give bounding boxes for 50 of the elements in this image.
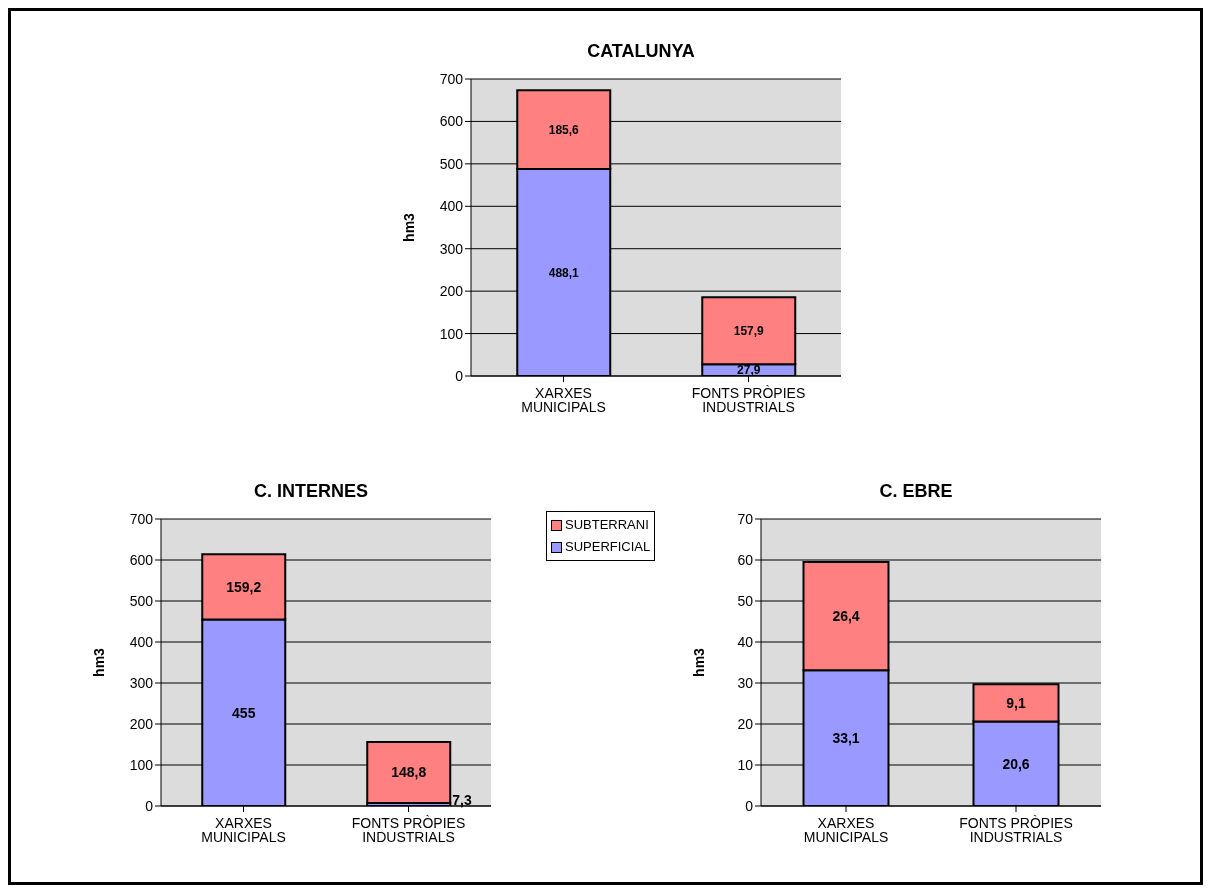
x-tick-label: XARXES MUNICIPALS <box>521 384 606 415</box>
x-tick-label: FONTS PRÒPIES INDUSTRIALS <box>691 384 806 415</box>
x-tick-label: XARXES MUNICIPALS <box>803 814 889 845</box>
chart-title: C. EBRE <box>878 481 954 503</box>
data-label: 148,8 <box>391 764 427 781</box>
y-tick-label: 500 <box>439 155 464 172</box>
y-tick-label: 400 <box>129 633 154 650</box>
y-tick-label: 200 <box>439 283 464 300</box>
data-label: 157,9 <box>733 323 765 338</box>
data-label: 488,1 <box>548 265 580 280</box>
data-label: 455 <box>232 704 256 721</box>
y-tick-label: 300 <box>439 240 464 257</box>
y-tick-label: 0 <box>455 367 464 384</box>
y-tick-label: 600 <box>439 113 464 130</box>
y-tick-label: 100 <box>439 325 464 342</box>
chart-title: CATALUNYA <box>586 41 696 63</box>
y-tick-label: 60 <box>737 551 754 568</box>
y-tick-label: 700 <box>129 510 154 527</box>
x-tick-label: FONTS PRÒPIES INDUSTRIALS <box>351 814 466 845</box>
data-label: 9,1 <box>1006 694 1026 711</box>
y-axis-title: hm3 <box>90 647 107 677</box>
y-tick-label: 0 <box>145 797 154 814</box>
y-tick-label: 600 <box>129 551 154 568</box>
data-label: 7,3 <box>452 791 472 808</box>
legend-label: SUPERFICIAL <box>565 538 651 556</box>
data-label: 26,4 <box>832 608 860 625</box>
y-tick-label: 100 <box>129 756 154 773</box>
legend-label: SUBTERRANI <box>565 516 649 534</box>
y-tick-label: 0 <box>745 797 754 814</box>
y-tick-label: 300 <box>129 674 154 691</box>
y-tick-label: 500 <box>129 592 154 609</box>
y-tick-label: 70 <box>737 510 754 527</box>
y-tick-label: 700 <box>439 70 464 87</box>
y-tick-label: 400 <box>439 198 464 215</box>
y-tick-label: 30 <box>737 674 754 691</box>
data-label: 159,2 <box>226 578 262 595</box>
y-tick-label: 20 <box>737 715 754 732</box>
data-label: 27,9 <box>737 363 761 378</box>
data-label: 33,1 <box>832 730 860 747</box>
x-tick-label: XARXES MUNICIPALS <box>201 814 286 845</box>
y-tick-label: 40 <box>737 633 754 650</box>
y-tick-label: 200 <box>129 715 154 732</box>
y-tick-label: 10 <box>737 756 754 773</box>
y-axis-title: hm3 <box>690 647 707 677</box>
y-tick-label: 50 <box>737 592 754 609</box>
x-tick-label: FONTS PRÒPIES INDUSTRIALS <box>959 814 1073 845</box>
chart-title: C. INTERNES <box>253 481 369 503</box>
data-label: 20,6 <box>1002 755 1030 772</box>
data-label: 185,6 <box>548 122 580 137</box>
y-axis-title: hm3 <box>400 212 417 242</box>
